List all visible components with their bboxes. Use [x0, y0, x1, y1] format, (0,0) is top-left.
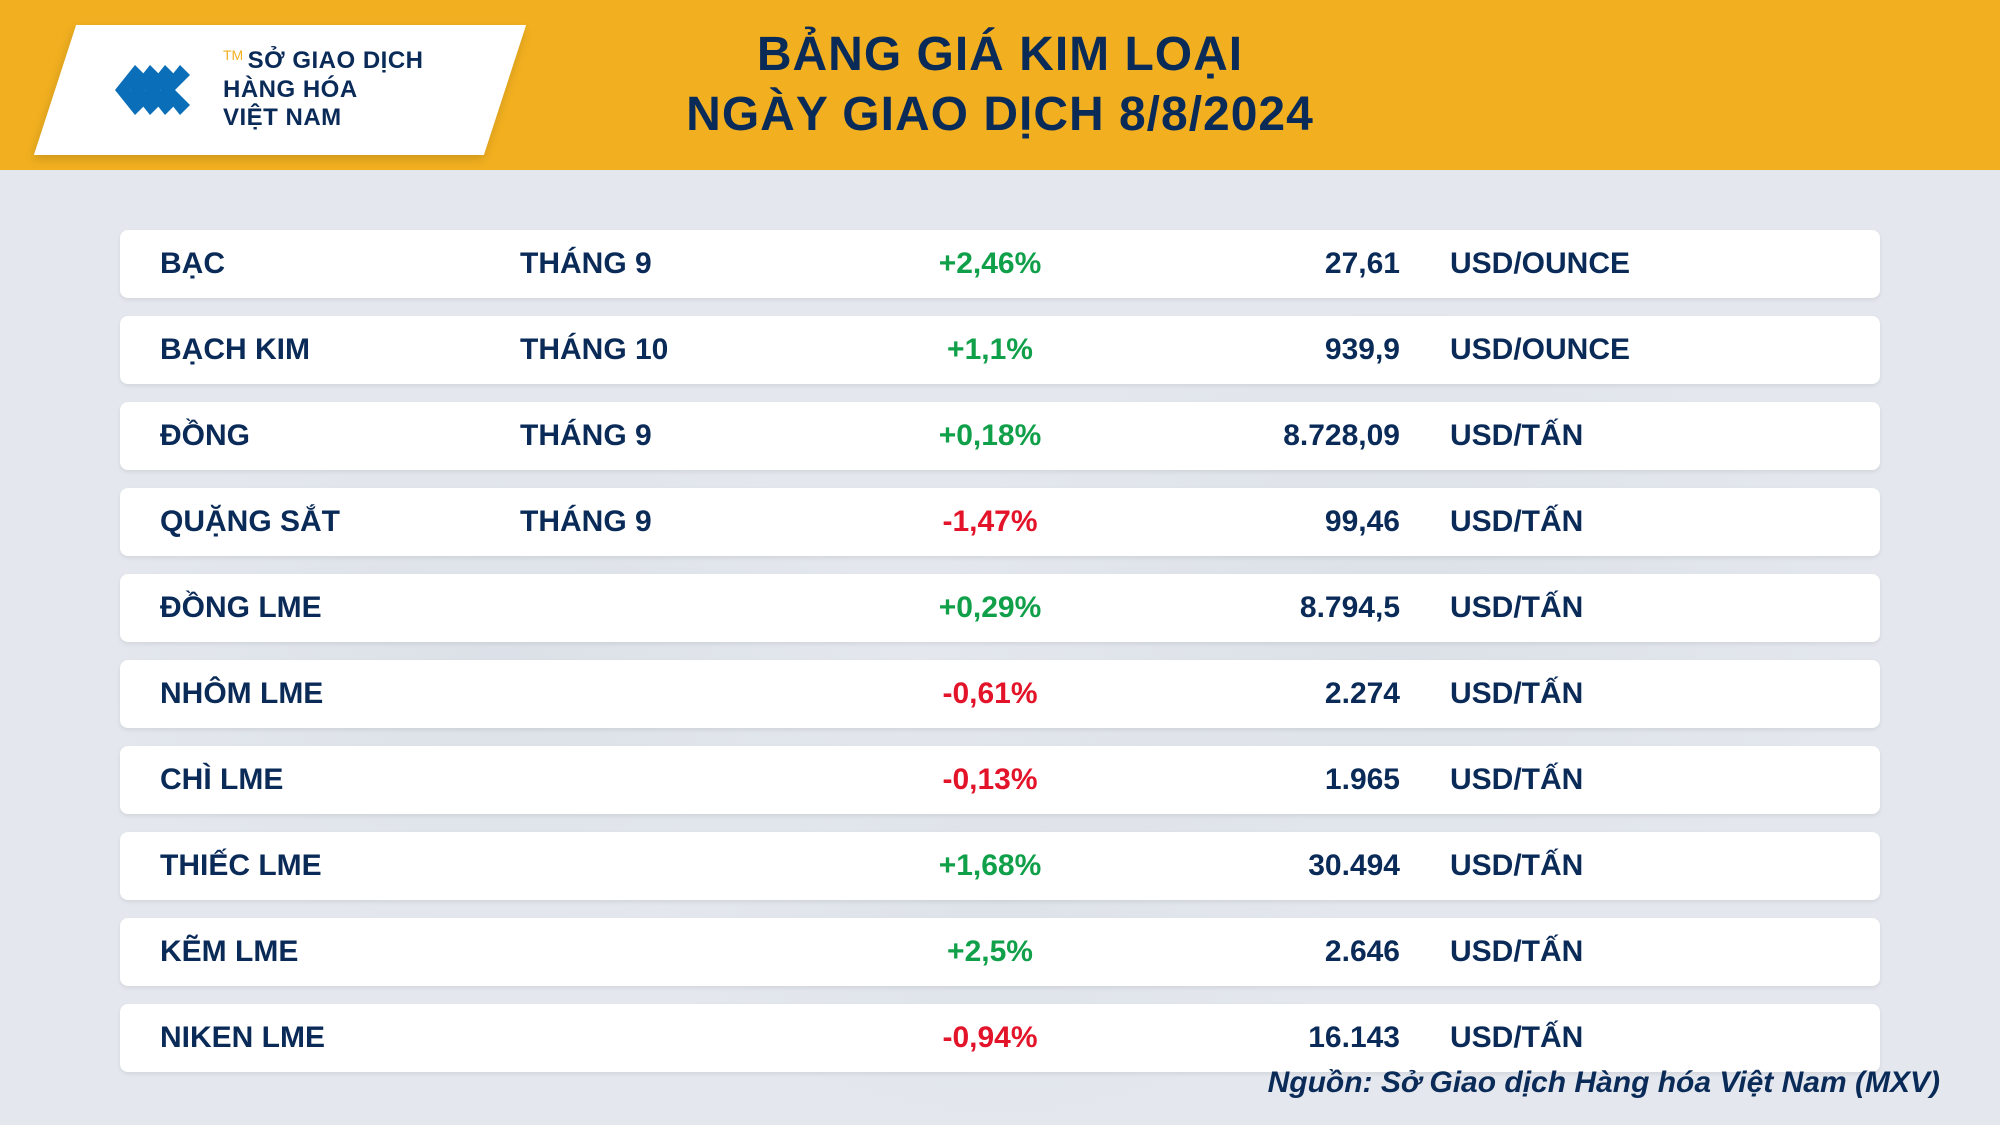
table-row: ĐỒNGTHÁNG 9+0,18%8.728,09USD/TẤN — [120, 402, 1880, 470]
price-unit: USD/TẤN — [1440, 591, 1840, 625]
metal-name: ĐỒNG LME — [160, 591, 520, 625]
change-pct: -0,13% — [840, 763, 1140, 797]
price-value: 99,46 — [1140, 505, 1440, 539]
metal-name: KẼM LME — [160, 935, 520, 969]
change-pct: -1,47% — [840, 505, 1140, 539]
metal-name: QUẶNG SẮT — [160, 505, 520, 539]
logo-icon — [95, 45, 205, 135]
price-unit: USD/OUNCE — [1440, 333, 1840, 367]
page-title: BẢNG GIÁ KIM LOẠI NGÀY GIAO DỊCH 8/8/202… — [686, 25, 1314, 145]
table-row: NIKEN LME -0,94%16.143USD/TẤN — [120, 1004, 1880, 1072]
change-pct: -0,61% — [840, 677, 1140, 711]
price-value: 1.965 — [1140, 763, 1440, 797]
price-value: 27,61 — [1140, 247, 1440, 281]
change-pct: +0,18% — [840, 419, 1140, 453]
metal-name: CHÌ LME — [160, 763, 520, 797]
table-row: BẠCH KIMTHÁNG 10+1,1%939,9USD/OUNCE — [120, 316, 1880, 384]
logo-line1: SỞ GIAO DỊCH — [248, 47, 424, 74]
price-unit: USD/TẤN — [1440, 763, 1840, 797]
table-row: THIẾC LME +1,68%30.494USD/TẤN — [120, 832, 1880, 900]
title-line1: BẢNG GIÁ KIM LOẠI — [686, 25, 1314, 85]
change-pct: +2,46% — [840, 247, 1140, 281]
logo-container: TM SỞ GIAO DỊCH HÀNG HÓA VIỆT NAM — [34, 25, 526, 155]
table-row: QUẶNG SẮTTHÁNG 9-1,47%99,46USD/TẤN — [120, 488, 1880, 556]
price-table: BẠCTHÁNG 9+2,46%27,61USD/OUNCEBẠCH KIMTH… — [120, 230, 1880, 1072]
change-pct: +1,68% — [840, 849, 1140, 883]
table-row: NHÔM LME -0,61%2.274USD/TẤN — [120, 660, 1880, 728]
change-pct: +2,5% — [840, 935, 1140, 969]
price-value: 2.274 — [1140, 677, 1440, 711]
price-unit: USD/TẤN — [1440, 419, 1840, 453]
table-row: BẠCTHÁNG 9+2,46%27,61USD/OUNCE — [120, 230, 1880, 298]
table-row: CHÌ LME -0,13%1.965USD/TẤN — [120, 746, 1880, 814]
logo-line2: HÀNG HÓA — [223, 76, 424, 105]
metal-name: BẠCH KIM — [160, 333, 520, 367]
metal-name: THIẾC LME — [160, 849, 520, 883]
table-row: ĐỒNG LME +0,29%8.794,5USD/TẤN — [120, 574, 1880, 642]
contract-month: THÁNG 9 — [520, 505, 840, 539]
price-value: 30.494 — [1140, 849, 1440, 883]
price-value: 939,9 — [1140, 333, 1440, 367]
price-unit: USD/TẤN — [1440, 677, 1840, 711]
price-value: 2.646 — [1140, 935, 1440, 969]
price-value: 16.143 — [1140, 1021, 1440, 1055]
contract-month: THÁNG 9 — [520, 419, 840, 453]
title-line2: NGÀY GIAO DỊCH 8/8/2024 — [686, 85, 1314, 145]
price-value: 8.794,5 — [1140, 591, 1440, 625]
metal-name: NHÔM LME — [160, 677, 520, 711]
table-row: KẼM LME +2,5%2.646USD/TẤN — [120, 918, 1880, 986]
metal-name: NIKEN LME — [160, 1021, 520, 1055]
price-unit: USD/TẤN — [1440, 935, 1840, 969]
logo-tm: TM — [223, 47, 243, 63]
price-unit: USD/TẤN — [1440, 1021, 1840, 1055]
change-pct: +1,1% — [840, 333, 1140, 367]
change-pct: -0,94% — [840, 1021, 1140, 1055]
header-bar: TM SỞ GIAO DỊCH HÀNG HÓA VIỆT NAM BẢNG G… — [0, 0, 2000, 170]
logo-text: TM SỞ GIAO DỊCH HÀNG HÓA VIỆT NAM — [223, 47, 424, 133]
source-attribution: Nguồn: Sở Giao dịch Hàng hóa Việt Nam (M… — [1268, 1066, 1940, 1100]
price-unit: USD/TẤN — [1440, 849, 1840, 883]
metal-name: ĐỒNG — [160, 419, 520, 453]
metal-name: BẠC — [160, 247, 520, 281]
contract-month: THÁNG 9 — [520, 247, 840, 281]
price-unit: USD/TẤN — [1440, 505, 1840, 539]
contract-month: THÁNG 10 — [520, 333, 840, 367]
logo-line3: VIỆT NAM — [223, 104, 424, 133]
price-value: 8.728,09 — [1140, 419, 1440, 453]
change-pct: +0,29% — [840, 591, 1140, 625]
price-unit: USD/OUNCE — [1440, 247, 1840, 281]
